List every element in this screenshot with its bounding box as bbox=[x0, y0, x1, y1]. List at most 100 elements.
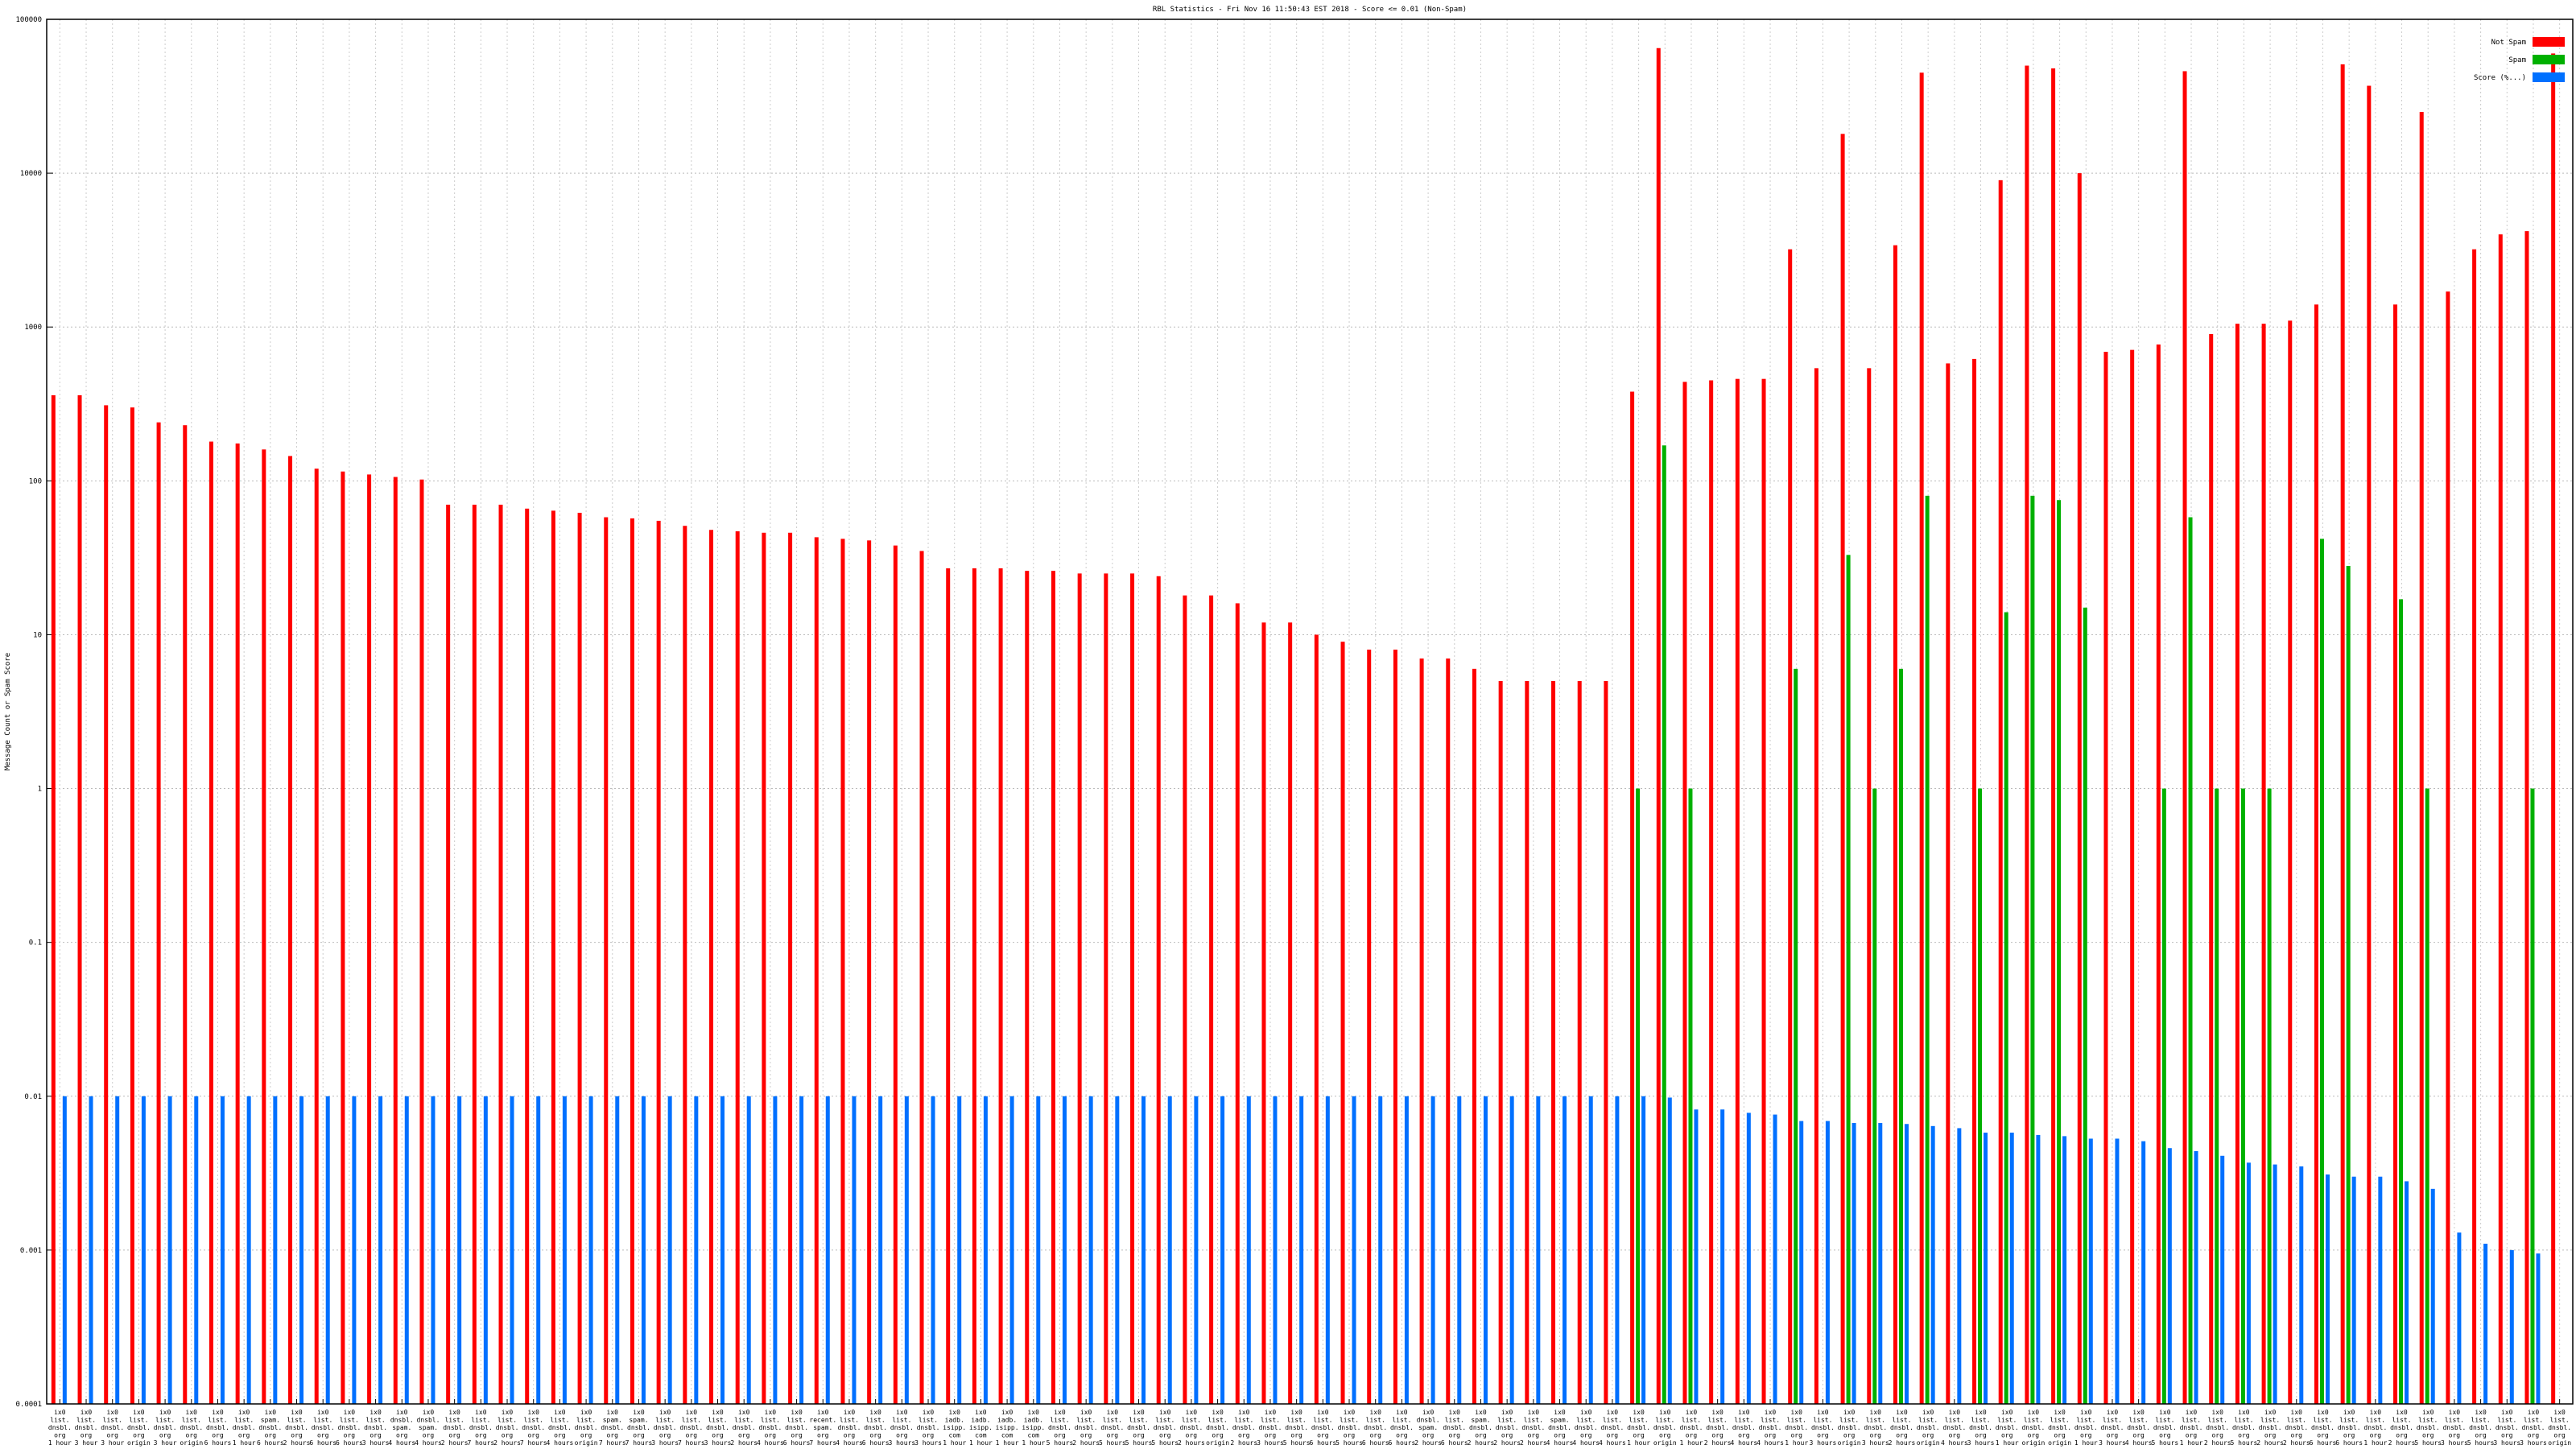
bar-not-spam-13 bbox=[393, 477, 398, 1405]
bar-spam-80 bbox=[2161, 788, 2166, 1404]
bar-score-60 bbox=[1641, 1096, 1646, 1404]
bar-score-70 bbox=[1904, 1124, 1909, 1404]
x-tick-label: ix0 bbox=[212, 1409, 224, 1416]
bar-not-spam-69 bbox=[1867, 368, 1872, 1404]
x-tick-label: list. bbox=[445, 1417, 464, 1424]
x-tick-label: list. bbox=[287, 1417, 306, 1424]
x-tick-label: ix0 bbox=[896, 1409, 908, 1416]
x-tick-label: ix0 bbox=[1475, 1409, 1487, 1416]
x-tick-label: list. bbox=[682, 1417, 701, 1424]
bar-score-74 bbox=[2009, 1132, 2014, 1404]
y-tick-label: 0.1 bbox=[29, 939, 42, 947]
x-tick-label: ix0 bbox=[1580, 1409, 1592, 1416]
x-tick-label: iadb. bbox=[945, 1417, 964, 1424]
bar-score-66 bbox=[1799, 1121, 1804, 1404]
x-tick-label: ix0 bbox=[1290, 1409, 1302, 1416]
x-tick-label: 2 hours bbox=[2256, 1439, 2284, 1447]
x-tick-label: list. bbox=[1155, 1417, 1174, 1424]
x-tick-label: ix0 bbox=[527, 1409, 539, 1416]
x-tick-label: dnsbl. bbox=[758, 1424, 782, 1431]
bar-not-spam-15 bbox=[446, 504, 451, 1405]
x-tick-label: ix0 bbox=[844, 1409, 856, 1416]
y-tick-label: 10000 bbox=[20, 170, 42, 178]
x-tick-label: dnsbl. bbox=[337, 1424, 361, 1431]
x-tick-label: list. bbox=[129, 1417, 148, 1424]
x-tick-label: dnsbl. bbox=[1600, 1424, 1624, 1431]
x-tick-label: 1 hour bbox=[1022, 1439, 1045, 1447]
x-tick-label: dnsbl. bbox=[75, 1424, 98, 1431]
x-tick-label: list. bbox=[340, 1417, 359, 1424]
x-tick-label: org bbox=[396, 1432, 408, 1439]
bar-score-61 bbox=[1667, 1097, 1672, 1404]
bar-score-12 bbox=[378, 1096, 383, 1404]
x-tick-label: list. bbox=[313, 1417, 332, 1424]
x-tick-label: 5 hours bbox=[1046, 1439, 1074, 1447]
x-tick-label: dnsbl. bbox=[2522, 1424, 2545, 1431]
x-tick-label: org bbox=[1711, 1432, 1724, 1439]
x-tick-label: origin bbox=[2548, 1439, 2571, 1447]
bar-not-spam-58 bbox=[1577, 680, 1582, 1404]
bar-spam-83 bbox=[2240, 788, 2245, 1404]
bar-score-55 bbox=[1509, 1096, 1514, 1404]
bar-not-spam-80 bbox=[2156, 344, 2161, 1405]
bar-not-spam-45 bbox=[1235, 603, 1240, 1404]
x-tick-label: list. bbox=[2208, 1417, 2227, 1424]
bar-spam-73 bbox=[1978, 788, 1983, 1404]
bar-not-spam-9 bbox=[288, 456, 293, 1404]
x-tick-label: 3 hour bbox=[75, 1439, 98, 1447]
x-tick-label: list. bbox=[2260, 1417, 2280, 1424]
x-tick-label: dnsbl. bbox=[1075, 1424, 1098, 1431]
x-tick-label: list. bbox=[1103, 1417, 1122, 1424]
axes bbox=[46, 19, 2574, 1405]
x-tick-label: org bbox=[1159, 1432, 1171, 1439]
bar-score-83 bbox=[2246, 1162, 2251, 1404]
x-tick-label: dnsbl. bbox=[1390, 1424, 1414, 1431]
x-tick-label: ix0 bbox=[317, 1409, 329, 1416]
bar-score-10 bbox=[325, 1096, 330, 1404]
x-tick-label: spam. bbox=[261, 1417, 280, 1424]
x-tick-label: 1 hour bbox=[48, 1439, 72, 1447]
x-tick-label: org bbox=[923, 1432, 935, 1439]
x-tick-label: list. bbox=[524, 1417, 543, 1424]
x-tick-label: 3 hours bbox=[362, 1439, 390, 1447]
x-tick-label: ix0 bbox=[423, 1409, 435, 1416]
bar-not-spam-63 bbox=[1709, 380, 1714, 1404]
x-tick-label: dnsbl. bbox=[2285, 1424, 2308, 1431]
x-tick-label: org bbox=[1528, 1432, 1540, 1439]
x-tick-label: dnsbl. bbox=[1127, 1424, 1150, 1431]
bar-score-56 bbox=[1536, 1096, 1541, 1404]
bar-spam-71 bbox=[1925, 495, 1930, 1404]
x-tick-label: ix0 bbox=[133, 1409, 145, 1416]
bar-not-spam-61 bbox=[1656, 47, 1661, 1404]
x-tick-label: dnsbl. bbox=[2021, 1424, 2045, 1431]
bar-score-9 bbox=[299, 1096, 304, 1404]
bar-score-68 bbox=[1852, 1123, 1856, 1404]
bar-not-spam-11 bbox=[341, 471, 345, 1404]
x-tick-label: org bbox=[133, 1432, 145, 1439]
bar-score-13 bbox=[404, 1096, 409, 1404]
bar-score-89 bbox=[2405, 1181, 2409, 1404]
x-tick-label: ix0 bbox=[448, 1409, 460, 1416]
x-tick-label: dnsbl. bbox=[1575, 1424, 1598, 1431]
bar-score-51 bbox=[1404, 1096, 1409, 1404]
x-tick-label: dnsbl. bbox=[601, 1424, 624, 1431]
bar-spam-75 bbox=[2030, 495, 2035, 1404]
x-tick-label: dnsbl. bbox=[101, 1424, 124, 1431]
x-tick-label: 3 hour bbox=[101, 1439, 124, 1447]
x-tick-label: 6 hours bbox=[1389, 1439, 1416, 1447]
x-tick-label: ix0 bbox=[1212, 1409, 1224, 1416]
x-tick-label: list. bbox=[1234, 1417, 1253, 1424]
x-tick-label: isipp. bbox=[1022, 1424, 1045, 1431]
bar-score-7 bbox=[246, 1096, 251, 1404]
x-tick-label: iadb. bbox=[971, 1417, 990, 1424]
x-tick-label: 6 hours bbox=[336, 1439, 363, 1447]
x-tick-label: 5 hours bbox=[1151, 1439, 1179, 1447]
bar-not-spam-44 bbox=[1209, 595, 1214, 1404]
x-tick-label: org bbox=[2370, 1432, 2382, 1439]
x-tick-label: dnsbl. bbox=[1864, 1424, 1887, 1431]
x-tick-label: org bbox=[2317, 1432, 2329, 1439]
x-tick-label: 2 hours bbox=[441, 1439, 469, 1447]
x-tick-label: isipp. bbox=[943, 1424, 966, 1431]
x-tick-label: 2 hours bbox=[1414, 1439, 1442, 1447]
x-tick-label: 7 hours bbox=[809, 1439, 836, 1447]
